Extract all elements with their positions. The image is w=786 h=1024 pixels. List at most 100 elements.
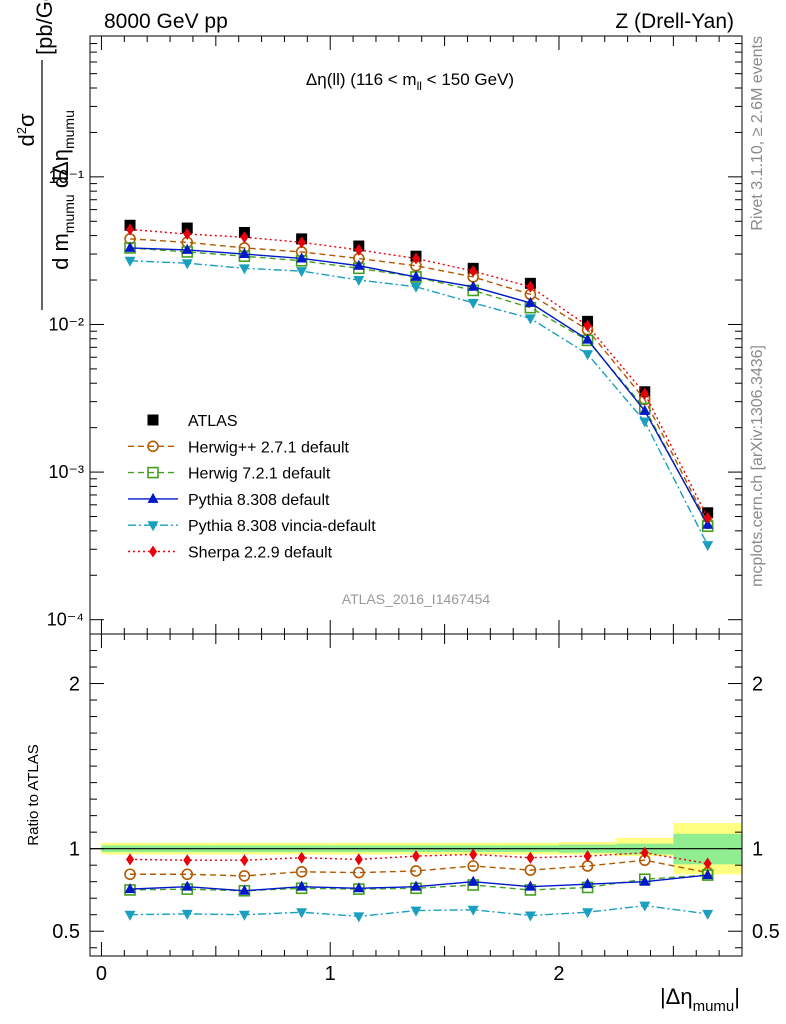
main-axes: 10⁻¹ 10⁻² 10⁻³ 10⁻⁴	[47, 35, 743, 635]
legend-label: Pythia 8.308 vincia-default	[188, 518, 376, 535]
ratio-point	[639, 875, 651, 886]
legend-entry: Pythia 8.308 vincia-default	[128, 518, 376, 535]
ratio-point	[238, 910, 250, 921]
series-pythia-8-308-default	[124, 241, 714, 529]
ratio-y-tick-label: 1	[69, 839, 80, 861]
legend-label: Herwig++ 2.7.1 default	[188, 439, 350, 456]
ratio-point	[582, 878, 594, 889]
data-point	[582, 333, 594, 344]
ratio-point	[467, 860, 479, 872]
data-point	[524, 314, 536, 325]
ratio-y-tick-label-right: 2	[752, 674, 763, 696]
ratio-point	[353, 882, 365, 893]
legend-marker	[147, 414, 159, 426]
ratio-point	[240, 854, 249, 867]
data-point	[640, 387, 649, 400]
series-line	[129, 247, 709, 527]
data-point	[639, 417, 651, 428]
y-label-denominator: d mmumu dΔηmumu	[48, 110, 77, 270]
svg-text:10⁻¹: 10⁻¹	[48, 167, 84, 187]
legend-label: Pythia 8.308 default	[188, 492, 330, 509]
ratio-y-tick-label-right: 0.5	[752, 921, 780, 943]
data-point	[410, 282, 422, 293]
x-axis-title: |Δηmumu|	[660, 984, 740, 1015]
data-point	[124, 241, 136, 252]
series-sherpa-2-2-9-default	[126, 223, 712, 524]
data-point	[703, 511, 712, 524]
x-tick-label: 2	[553, 963, 564, 985]
legend-marker	[147, 440, 159, 453]
data-point	[296, 267, 308, 278]
legend-marker	[149, 545, 157, 558]
ratio-point	[703, 857, 712, 870]
ratio-point	[124, 910, 136, 921]
main-y-axis-label: d2σ d mmumu dΔηmumu [pb/GeV]	[14, 0, 77, 310]
ratio-point	[124, 868, 136, 881]
data-point	[353, 259, 365, 270]
series-line	[130, 260, 709, 546]
ratio-series-pythia-8-308-default	[124, 869, 714, 895]
legend-entry: Herwig 7.2.1 default	[128, 466, 331, 483]
svg-text:10⁻³: 10⁻³	[48, 462, 84, 482]
ratio-uncertainty-bands	[90, 823, 742, 875]
data-point	[353, 276, 365, 287]
ratio-point	[582, 908, 594, 919]
ratio-point	[181, 909, 193, 920]
svg-text:10⁻²: 10⁻²	[48, 314, 84, 334]
ratio-point	[467, 905, 479, 916]
ratio-point	[354, 853, 363, 866]
series-line	[129, 238, 709, 524]
x-axis-label: |Δηmumu|	[660, 984, 740, 1015]
analysis-watermark: ATLAS_2016_I1467454	[342, 591, 491, 607]
ratio-point	[410, 906, 422, 917]
series-pythia-8-308-vincia-default	[124, 256, 714, 552]
y-label-unit: [pb/GeV]	[32, 0, 57, 55]
ratio-y-axis-label: Ratio to ATLAS	[25, 744, 42, 845]
legend-label: ATLAS	[188, 413, 238, 430]
ratio-series-pythia-8-308-vincia-default	[124, 901, 714, 923]
series-line	[129, 228, 709, 519]
ratio-point	[410, 880, 422, 891]
data-point	[639, 404, 651, 415]
data-point	[582, 350, 594, 361]
data-point	[240, 231, 249, 244]
ratio-point	[639, 901, 651, 912]
data-point	[583, 319, 592, 332]
data-point	[354, 243, 363, 256]
data-point	[181, 243, 193, 254]
ratio-frame	[89, 633, 743, 957]
data-point	[702, 541, 714, 552]
legend-label: Sherpa 2.2.9 default	[188, 545, 333, 562]
data-point	[238, 264, 250, 275]
ratio-series-sherpa-2-2-9-default	[126, 846, 712, 870]
data-point	[526, 280, 535, 293]
ratio-point	[702, 909, 714, 920]
ratio-point	[524, 880, 536, 891]
legend: ATLAS Herwig++ 2.7.1 default Herwig 7.2.1 …	[128, 413, 376, 562]
ratio-y-tick-label-right: 1	[752, 839, 763, 861]
ratio-point	[524, 864, 537, 876]
y-label-numerator: d2σ	[14, 113, 39, 146]
legend-label: Herwig 7.2.1 default	[188, 466, 331, 483]
ratio-point	[467, 875, 479, 886]
ratio-point	[524, 911, 536, 922]
ratio-point	[238, 870, 251, 882]
legend-entry: Herwig++ 2.7.1 default	[128, 439, 350, 456]
y-tick-label: 10⁻²	[48, 314, 84, 334]
main-series-group	[124, 219, 714, 552]
y-tick-label: 10⁻¹	[48, 167, 84, 187]
plot-title: Δη(ll) (116 < mll < 150 GeV)	[306, 70, 514, 93]
ratio-point	[297, 851, 306, 864]
data-point	[181, 259, 193, 270]
series-line	[130, 247, 709, 526]
ratio-point	[410, 865, 422, 877]
y-tick-label: 10⁻⁴	[47, 610, 84, 630]
data-point	[524, 296, 536, 307]
header-right: Z (Drell-Yan)	[615, 10, 734, 33]
data-point	[410, 270, 422, 281]
ratio-point	[238, 884, 250, 895]
ratio-point	[702, 869, 714, 880]
ratio-series-herwig-2-7-1-default	[124, 854, 714, 882]
data-point	[183, 228, 192, 241]
ratio-line	[130, 859, 708, 877]
